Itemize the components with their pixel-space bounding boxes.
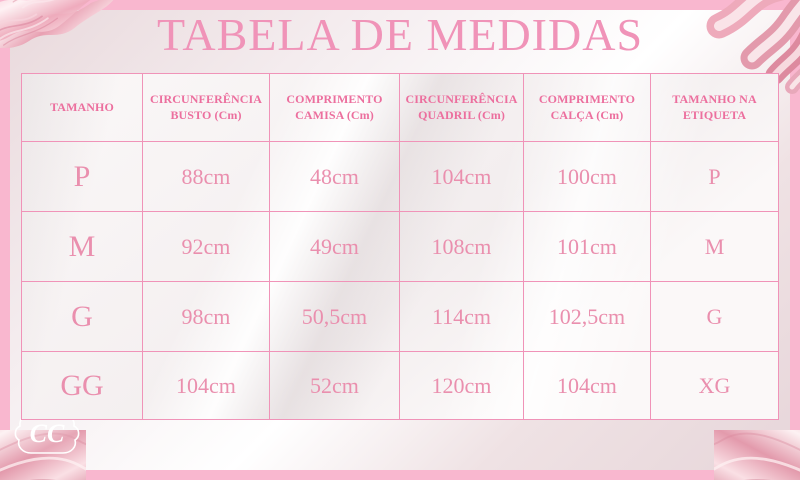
svg-text:CC: CC (30, 419, 65, 448)
